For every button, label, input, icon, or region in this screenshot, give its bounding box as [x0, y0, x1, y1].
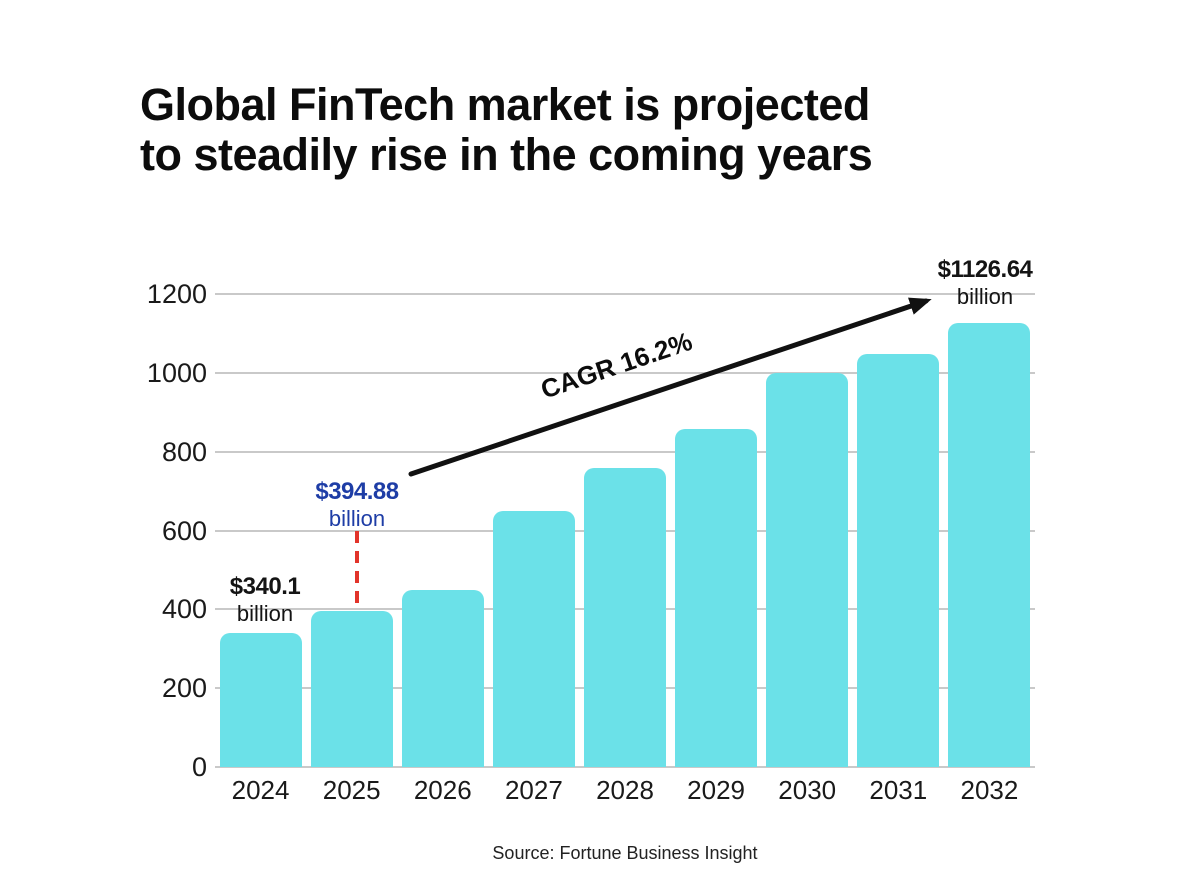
source-caption: Source: Fortune Business Insight [492, 843, 758, 863]
y-tick-label-200: 200 [161, 673, 207, 704]
bar-2032 [948, 322, 1031, 767]
chart-title-line2: to steadily rise in the coming years [140, 129, 873, 180]
bar-2029 [675, 428, 758, 767]
y-tick-label-1000: 1000 [146, 357, 207, 388]
bar-2025 [310, 611, 393, 767]
bar-2024 [219, 632, 302, 767]
x-tick-label-2029: 2029 [687, 775, 746, 805]
bar-2031 [857, 353, 940, 767]
annotation-2024-amount: $340.1 [229, 573, 301, 600]
bar-2030 [766, 372, 849, 767]
annotation-2025-unit: billion [328, 506, 386, 531]
bar-2028 [584, 468, 666, 767]
chart-title-line1: Global FinTech market is projected [140, 79, 870, 130]
annotation-2032-value: $1126.64 billion [905, 256, 1065, 309]
y-tick-label-800: 800 [161, 436, 207, 467]
chart-title: Global FinTech market is projected to st… [140, 79, 873, 180]
gridline-1200 [215, 293, 1035, 295]
y-tick-label-600: 600 [161, 515, 207, 546]
dashed-leader-line [355, 531, 359, 609]
y-tick-label-0: 0 [191, 752, 207, 782]
x-tick-label-2025: 2025 [322, 775, 381, 805]
x-tick-label-2028: 2028 [596, 775, 654, 805]
cagr-label: CAGR 16.2% [536, 325, 696, 405]
x-tick-label-2024: 2024 [231, 775, 290, 805]
bar-2026 [401, 590, 484, 767]
x-tick-label-2030: 2030 [778, 775, 837, 805]
y-tick-label-400: 400 [161, 594, 207, 625]
annotation-2032-unit: billion [956, 284, 1014, 309]
annotation-2024-value: $340.1 billion [185, 573, 345, 626]
trend-arrow-line [408, 297, 932, 477]
bar-2027 [492, 510, 575, 767]
y-tick-label-1200: 1200 [146, 279, 207, 309]
annotation-2025-amount: $394.88 [315, 478, 399, 505]
annotation-2025-value: $394.88 billion [277, 478, 437, 531]
annotation-2024-unit: billion [236, 601, 294, 626]
x-tick-label-2026: 2026 [413, 775, 472, 805]
annotation-2032-amount: $1126.64 [937, 256, 1033, 283]
x-tick-label-2031: 2031 [869, 775, 928, 805]
x-tick-label-2027: 2027 [504, 775, 563, 805]
x-tick-label-2032: 2032 [960, 775, 1019, 805]
gridline-0 [215, 766, 1035, 768]
